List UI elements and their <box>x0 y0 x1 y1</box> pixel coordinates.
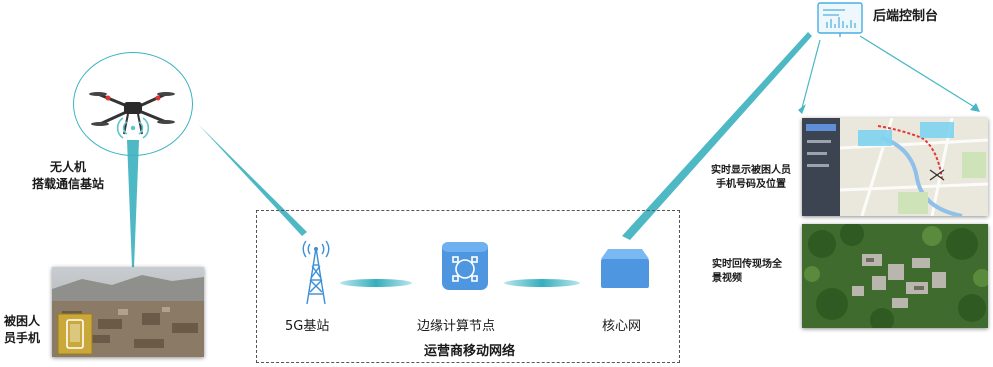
location-caption: 实时显示被困人员 手机号码及位置 <box>711 165 791 190</box>
drone-circle <box>73 52 193 156</box>
link-drone-tower <box>198 124 307 236</box>
drone-label: 无人机 搭载通信基站 <box>31 160 104 191</box>
link-edge-core <box>504 279 580 287</box>
edge-node-icon <box>442 242 488 290</box>
backend-label: 后端控制台 <box>873 9 939 24</box>
tower-icon <box>302 240 330 305</box>
link-core-backend <box>622 32 812 240</box>
disaster-site-photo <box>52 267 204 357</box>
monitor-icon <box>817 2 863 37</box>
phone-icon <box>58 314 59 315</box>
map-screenshot <box>802 118 988 216</box>
aerial-video-screenshot <box>802 224 988 328</box>
arrow-to-video <box>859 35 977 109</box>
tower-label: 5G基站 <box>285 319 330 334</box>
core-network-label: 核心网 <box>602 319 642 334</box>
network-title: 运营商移动网络 <box>424 344 516 359</box>
drone-icon <box>89 92 175 139</box>
arrow-to-map <box>801 39 821 109</box>
victim-label: 被困人 员手机 <box>4 314 41 345</box>
link-tower-edge <box>340 279 412 287</box>
link-drone-victim <box>127 140 139 268</box>
video-caption: 实时回传现场全 景视频 <box>712 259 782 284</box>
operator-network-box <box>256 210 680 363</box>
edge-node-label: 边缘计算节点 <box>417 319 496 334</box>
core-network-icon <box>601 249 649 288</box>
